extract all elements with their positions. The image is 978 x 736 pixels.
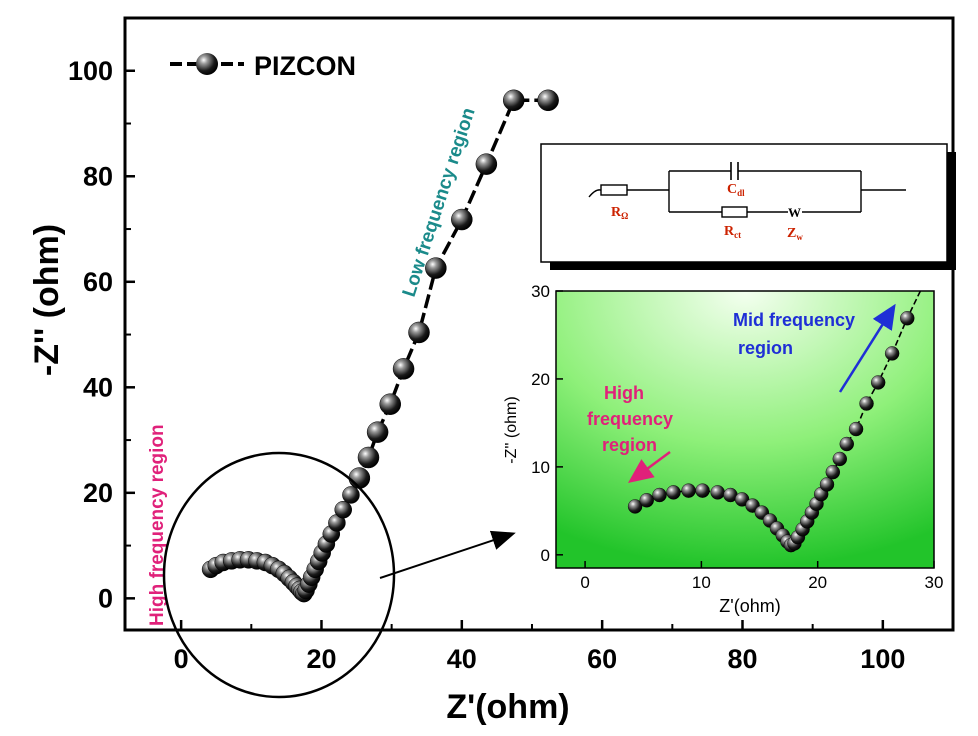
inset-data-point [848, 421, 864, 437]
x-tick-label: 80 [727, 644, 757, 674]
inset-data-point [825, 464, 841, 480]
circuit-box [540, 143, 948, 263]
inset-y-tick-label: 10 [531, 458, 550, 477]
data-point [342, 486, 360, 504]
high-frequency-arrow-inset [627, 450, 671, 483]
inset-data-point [639, 493, 654, 508]
inset-series-pizcon [627, 288, 922, 553]
inset-data-point [627, 499, 643, 514]
high-frequency-label-main: High frequency region [147, 424, 168, 626]
cdl-label: Cdl [727, 182, 745, 198]
y-tick-label: 20 [83, 478, 113, 508]
zoom-arrow [379, 530, 516, 579]
data-point [408, 321, 430, 344]
zw-label: Zw [787, 226, 803, 242]
main-plot-frame [123, 16, 955, 632]
inset-x-tick-label: 20 [808, 573, 827, 592]
inset-plot-area [555, 290, 935, 569]
inset-data-point [832, 451, 847, 467]
inset-axis-ticks: 0 10 20 30 0 10 20 30 [531, 282, 943, 592]
main-series-pizcon [201, 89, 559, 603]
main-y-axis-title: -Z'' (ohm) [28, 224, 66, 376]
warburg-element: W [788, 205, 801, 220]
high-frequency-label-inset-1: High [604, 383, 644, 403]
data-point [357, 446, 380, 469]
x-tick-label: 0 [174, 644, 189, 674]
legend-marker [196, 53, 218, 75]
data-point [502, 89, 525, 112]
inset-x-tick-label: 0 [580, 573, 589, 592]
inset-data-point [710, 485, 725, 500]
inset-y-tick-label: 20 [531, 370, 550, 389]
mid-frequency-label-inset-2: region [738, 338, 793, 358]
y-tick-label: 80 [83, 161, 113, 191]
inset-data-point [884, 346, 900, 361]
legend-label: PIZCON [254, 51, 356, 81]
legend: PIZCON [170, 51, 356, 81]
inset-data-point [652, 487, 667, 503]
inset-data-point [859, 396, 874, 411]
resistor-r-omega [600, 184, 628, 196]
high-frequency-label-inset-2: frequency [587, 409, 673, 429]
rct-label: Rct [724, 224, 741, 240]
series-line-pizcon [209, 98, 549, 597]
inset-y-tick-label: 30 [531, 282, 550, 301]
inset-data-point [870, 375, 886, 390]
data-point [425, 257, 447, 279]
equivalent-circuit: W RΩ Cdl Rct Zw [540, 143, 956, 270]
inset-y-tick-label: 0 [541, 546, 550, 565]
x-tick-label: 20 [306, 644, 336, 674]
y-tick-label: 40 [83, 372, 113, 402]
inset-data-point [900, 311, 915, 326]
data-point [366, 421, 389, 443]
inset-data-point [839, 436, 854, 452]
inset-data-point [819, 477, 835, 492]
main-x-axis-title: Z'(ohm) [446, 688, 569, 726]
mid-frequency-arrow-inset [838, 303, 896, 393]
x-tick-label: 40 [447, 644, 477, 674]
data-point [475, 153, 498, 175]
y-tick-label: 0 [98, 583, 113, 613]
y-tick-label: 60 [83, 267, 113, 297]
mid-frequency-label-inset-1: Mid frequency [733, 310, 855, 330]
inset-x-axis-title: Z'(ohm) [719, 596, 780, 616]
inset-x-tick-label: 10 [692, 573, 711, 592]
data-point [334, 500, 352, 519]
inset-data-point [666, 485, 681, 500]
data-point [348, 467, 371, 489]
inset-data-point [681, 483, 696, 498]
inset-data-point [695, 483, 710, 498]
y-tick-label: 100 [68, 56, 113, 86]
data-point [392, 358, 415, 380]
high-frequency-label-inset-3: region [602, 435, 657, 455]
resistor-rct [721, 206, 748, 218]
x-tick-label: 60 [587, 644, 617, 674]
data-point [537, 89, 559, 112]
data-point [379, 393, 401, 415]
r-omega-label: RΩ [611, 205, 628, 221]
inset-x-tick-label: 30 [925, 573, 944, 592]
zoom-ellipse [162, 451, 396, 699]
data-point [451, 208, 473, 231]
x-tick-label: 100 [860, 644, 905, 674]
inset-y-axis-title: -Z'' (ohm) [503, 396, 520, 463]
